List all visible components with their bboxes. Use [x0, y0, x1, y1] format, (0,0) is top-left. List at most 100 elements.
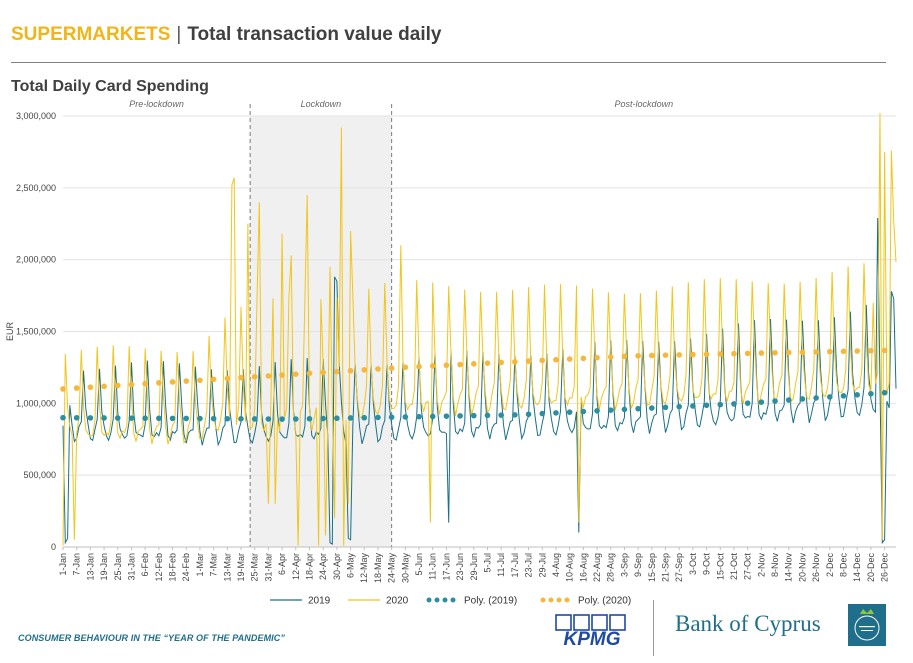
- x-tick-label: 19-Jan: [99, 553, 109, 581]
- legend-label: 2019: [308, 596, 331, 607]
- x-tick-label: 20-Nov: [797, 553, 807, 583]
- legend-swatch-dot: [556, 597, 562, 603]
- poly-2020-point: [388, 365, 395, 371]
- poly-2019-point: [87, 415, 94, 421]
- x-tick-label: 5-Jun: [414, 553, 424, 576]
- poly-2020-point: [265, 373, 272, 379]
- poly-2020-point: [676, 352, 682, 358]
- header-category: SUPERMARKETS: [11, 24, 171, 45]
- x-tick-label: 6-Feb: [140, 553, 150, 577]
- poly-2020-point: [306, 370, 313, 377]
- period-label: Lockdown: [301, 99, 342, 109]
- poly-2020-point: [416, 363, 422, 370]
- x-tick-label: 12-Apr: [291, 553, 301, 580]
- x-tick-label: 29-Jul: [537, 553, 547, 578]
- poly-2019-point: [238, 416, 244, 422]
- poly-2020-point: [827, 348, 833, 355]
- poly-2019-point: [621, 406, 628, 413]
- poly-2019-point: [676, 403, 682, 410]
- poly-2019-point: [840, 393, 847, 399]
- poly-2019-point: [142, 415, 148, 422]
- poly-2019-point: [703, 402, 710, 409]
- y-tick-label: 1,000,000: [16, 398, 56, 408]
- x-tick-label: 15-Oct: [715, 553, 725, 581]
- poly-2020-point: [580, 355, 587, 362]
- poly-2020-point: [87, 384, 94, 391]
- x-tick-label: 2-Nov: [756, 553, 766, 578]
- logo-divider: [653, 600, 654, 656]
- poly-2019-point: [114, 415, 121, 421]
- poly-2019-point: [553, 410, 559, 416]
- period-label: Pre-lockdown: [129, 99, 184, 109]
- poly-2020-point: [443, 362, 450, 369]
- poly-2020-point: [785, 349, 792, 356]
- poly-2019-point: [443, 413, 450, 419]
- poly-2020-point: [197, 377, 203, 384]
- poly-2020-point: [429, 363, 436, 369]
- legend-swatch-dot: [548, 597, 554, 603]
- poly-2020-point: [169, 379, 176, 385]
- poly-2020-point: [594, 354, 600, 361]
- poly-2020-point: [142, 380, 148, 387]
- poly-2020-point: [60, 386, 66, 392]
- x-tick-label: 11-Jun: [428, 553, 438, 580]
- x-tick-label: 14-Dec: [852, 553, 862, 583]
- poly-2020-point: [183, 378, 190, 384]
- y-tick-label: 2,000,000: [16, 255, 56, 265]
- x-tick-label: 9-Sep: [633, 553, 643, 577]
- x-tick-label: 13-Jan: [85, 553, 95, 581]
- poly-2019-point: [279, 416, 285, 422]
- poly-2020-point: [539, 357, 546, 364]
- legend-swatch-dot: [426, 597, 432, 603]
- poly-2019-point: [744, 400, 751, 406]
- poly-2020-point: [566, 356, 573, 362]
- poly-2019-point: [265, 416, 272, 422]
- x-tick-label: 22-Aug: [592, 553, 602, 582]
- poly-2019-point: [662, 404, 669, 411]
- x-tick-label: 17-Jul: [510, 553, 520, 578]
- poly-2020-point: [813, 349, 819, 355]
- x-tick-label: 24-Apr: [318, 553, 328, 580]
- poly-2020-point: [731, 350, 737, 357]
- x-tick-label: 25-Jan: [113, 553, 123, 581]
- x-tick-label: 31-Mar: [263, 553, 273, 582]
- poly-2019-point: [101, 415, 107, 421]
- poly-2019-point: [156, 415, 162, 422]
- poly-2020-point: [347, 367, 354, 374]
- x-tick-label: 13-Mar: [222, 553, 232, 582]
- legend-swatch-dot: [450, 597, 456, 603]
- poly-2019-point: [827, 394, 833, 400]
- poly-2020-point: [868, 347, 874, 354]
- x-tick-label: 21-Oct: [729, 553, 739, 581]
- poly-2020-point: [498, 359, 504, 366]
- y-tick-label: 1,500,000: [16, 327, 56, 337]
- poly-2019-point: [594, 408, 600, 414]
- x-tick-label: 7-Mar: [209, 553, 219, 577]
- x-tick-label: 24-Feb: [181, 553, 191, 582]
- x-tick-label: 8-Dec: [839, 553, 849, 578]
- legend-label: 2020: [386, 596, 409, 607]
- y-tick-label: 0: [51, 542, 56, 552]
- poly-2020-point: [690, 351, 696, 358]
- poly-2020-point: [210, 376, 217, 383]
- poly-2019-point: [772, 398, 778, 404]
- kpmg-wordmark: KPMG: [564, 629, 621, 648]
- poly-2019-point: [566, 409, 573, 415]
- header-separator: |: [176, 24, 182, 45]
- x-tick-label: 18-Feb: [168, 553, 178, 582]
- x-tick-label: 3-Sep: [619, 553, 629, 577]
- poly-2019-point: [607, 407, 614, 413]
- poly-2020-point: [717, 351, 724, 357]
- poly-2019-point: [320, 415, 326, 422]
- poly-2019-point: [73, 414, 80, 421]
- poly-2019-point: [690, 403, 696, 409]
- header-rule: [11, 62, 886, 63]
- x-tick-label: 20-Dec: [866, 553, 876, 583]
- poly-2019-point: [813, 395, 819, 401]
- poly-2020-point: [251, 373, 258, 380]
- legend-swatch-dot: [540, 597, 546, 603]
- poly-2019-point: [498, 412, 504, 418]
- x-tick-label: 23-Jul: [524, 553, 534, 578]
- poly-2019-point: [758, 399, 765, 405]
- header-title: Total transaction value daily: [187, 24, 442, 45]
